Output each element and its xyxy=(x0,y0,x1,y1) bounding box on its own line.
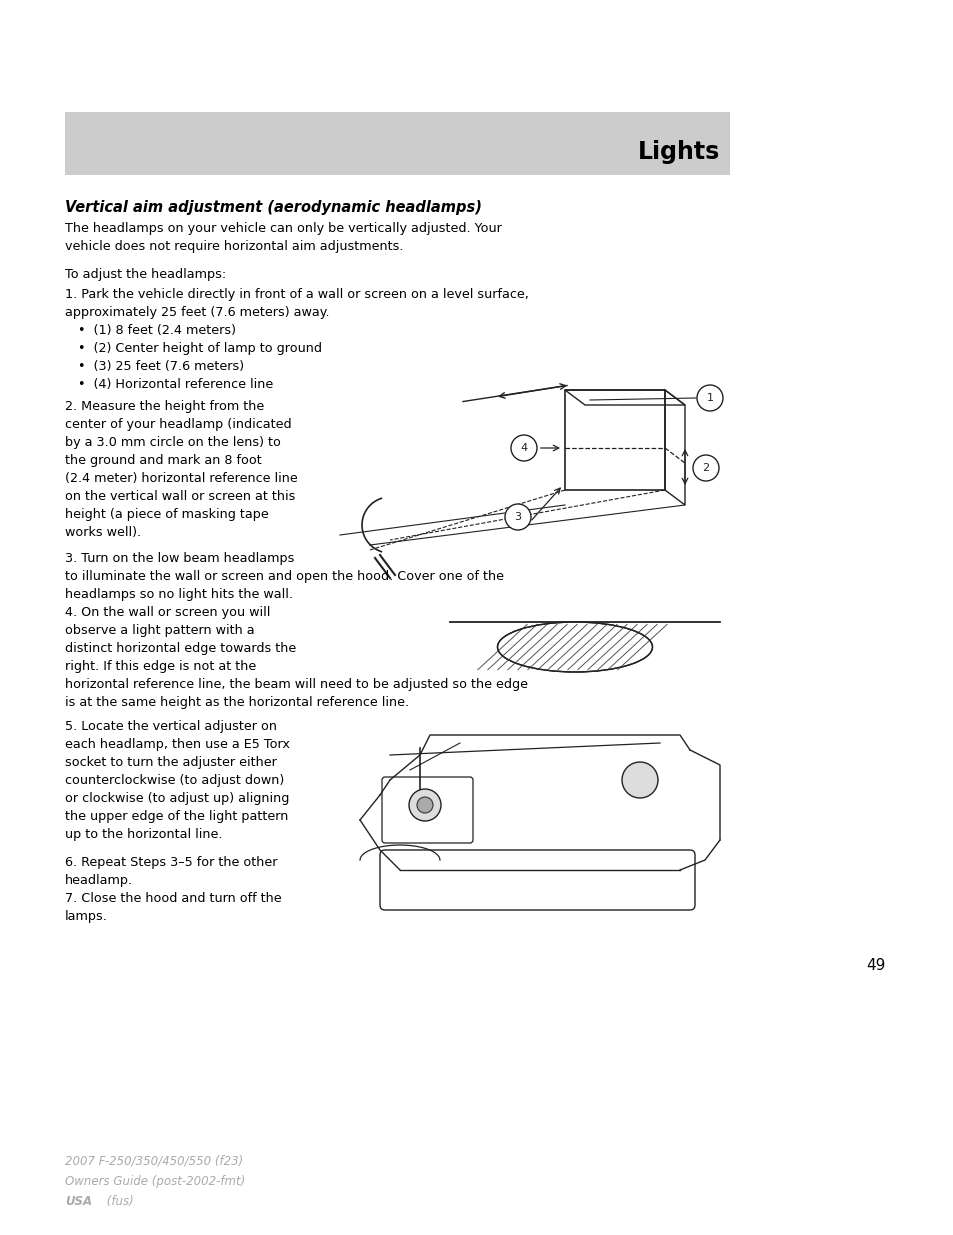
Text: Lights: Lights xyxy=(638,140,720,164)
Text: 5. Locate the vertical adjuster on
each headlamp, then use a E5 Torx
socket to t: 5. Locate the vertical adjuster on each … xyxy=(65,720,290,841)
Circle shape xyxy=(416,797,433,813)
Ellipse shape xyxy=(497,622,652,672)
Text: •  (3) 25 feet (7.6 meters): • (3) 25 feet (7.6 meters) xyxy=(78,359,244,373)
Bar xyxy=(65,112,729,175)
Text: 2. Measure the height from the
center of your headlamp (indicated
by a 3.0 mm ci: 2. Measure the height from the center of… xyxy=(65,400,297,538)
Circle shape xyxy=(692,454,719,480)
Circle shape xyxy=(697,385,722,411)
Text: 2: 2 xyxy=(701,463,709,473)
Text: •  (4) Horizontal reference line: • (4) Horizontal reference line xyxy=(78,378,273,391)
Text: 6. Repeat Steps 3–5 for the other
headlamp.: 6. Repeat Steps 3–5 for the other headla… xyxy=(65,856,277,887)
Circle shape xyxy=(511,435,537,461)
Text: 3. Turn on the low beam headlamps
to illuminate the wall or screen and open the : 3. Turn on the low beam headlamps to ill… xyxy=(65,552,503,601)
Text: 49: 49 xyxy=(865,958,884,973)
Text: 2007 F-250/350/450/550 (f23): 2007 F-250/350/450/550 (f23) xyxy=(65,1155,243,1168)
Text: (fus): (fus) xyxy=(103,1195,133,1208)
Text: 4: 4 xyxy=(520,443,527,453)
Text: •  (1) 8 feet (2.4 meters): • (1) 8 feet (2.4 meters) xyxy=(78,324,235,337)
Text: USA: USA xyxy=(65,1195,92,1208)
Bar xyxy=(564,390,664,490)
Circle shape xyxy=(409,789,440,821)
Text: Owners Guide (post-2002-fmt): Owners Guide (post-2002-fmt) xyxy=(65,1174,245,1188)
Text: 1: 1 xyxy=(706,393,713,403)
Text: •  (2) Center height of lamp to ground: • (2) Center height of lamp to ground xyxy=(78,342,322,354)
Text: 1. Park the vehicle directly in front of a wall or screen on a level surface,
ap: 1. Park the vehicle directly in front of… xyxy=(65,288,528,319)
Text: 7. Close the hood and turn off the
lamps.: 7. Close the hood and turn off the lamps… xyxy=(65,892,281,923)
Text: To adjust the headlamps:: To adjust the headlamps: xyxy=(65,268,226,282)
Text: 4. On the wall or screen you will
observe a light pattern with a
distinct horizo: 4. On the wall or screen you will observ… xyxy=(65,606,527,709)
Circle shape xyxy=(504,504,531,530)
Text: Vertical aim adjustment (aerodynamic headlamps): Vertical aim adjustment (aerodynamic hea… xyxy=(65,200,481,215)
Circle shape xyxy=(621,762,658,798)
Text: 3: 3 xyxy=(514,513,521,522)
Text: The headlamps on your vehicle can only be vertically adjusted. Your
vehicle does: The headlamps on your vehicle can only b… xyxy=(65,222,501,253)
